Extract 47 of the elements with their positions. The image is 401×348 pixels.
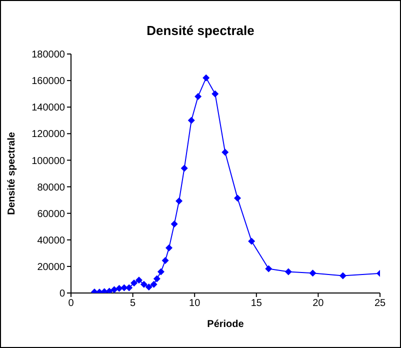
point <box>106 288 113 293</box>
point <box>166 244 173 252</box>
x-axis-title: Période <box>207 319 244 330</box>
y-tick-label: 100000 <box>32 156 66 167</box>
y-tick-label: 60000 <box>37 208 66 220</box>
point <box>284 268 292 276</box>
y-tick-label: 20000 <box>37 262 66 273</box>
point <box>339 272 346 280</box>
point <box>188 116 195 124</box>
x-tick-label: 25 <box>374 298 386 310</box>
point <box>180 164 188 172</box>
point <box>150 280 158 288</box>
point <box>120 284 128 292</box>
point <box>153 275 160 282</box>
y-axis-title: Densité spectrale <box>6 132 18 215</box>
point <box>202 74 210 82</box>
point <box>265 265 272 272</box>
y-tick-label: 80000 <box>37 182 66 194</box>
point <box>162 256 169 264</box>
x-tick-label: 5 <box>130 298 136 310</box>
y-tick-label: 40000 <box>37 235 66 246</box>
x-tick-label: 15 <box>250 298 262 310</box>
point <box>126 284 133 292</box>
point <box>176 197 183 204</box>
point <box>309 270 316 277</box>
point <box>194 92 202 100</box>
point <box>212 90 219 98</box>
y-tick-label: 0 <box>59 288 66 300</box>
x-tick-label: 20 <box>312 298 324 310</box>
point <box>234 194 241 202</box>
y-tick-label: 120000 <box>32 129 66 140</box>
y-tick-label: 140000 <box>32 102 66 114</box>
point <box>140 280 148 288</box>
y-tick-label: 180000 <box>32 50 66 61</box>
point <box>135 276 142 284</box>
point <box>170 220 178 228</box>
y-tick-label: 160000 <box>32 76 66 88</box>
chart-title: Densité spectrale <box>146 23 256 38</box>
point <box>110 286 118 293</box>
point <box>130 280 138 287</box>
point <box>222 148 229 156</box>
point <box>157 268 164 276</box>
point <box>145 284 152 291</box>
point <box>248 238 256 245</box>
point <box>116 284 123 292</box>
x-tick-label: 0 <box>68 298 74 310</box>
x-tick-label: 10 <box>189 298 201 310</box>
